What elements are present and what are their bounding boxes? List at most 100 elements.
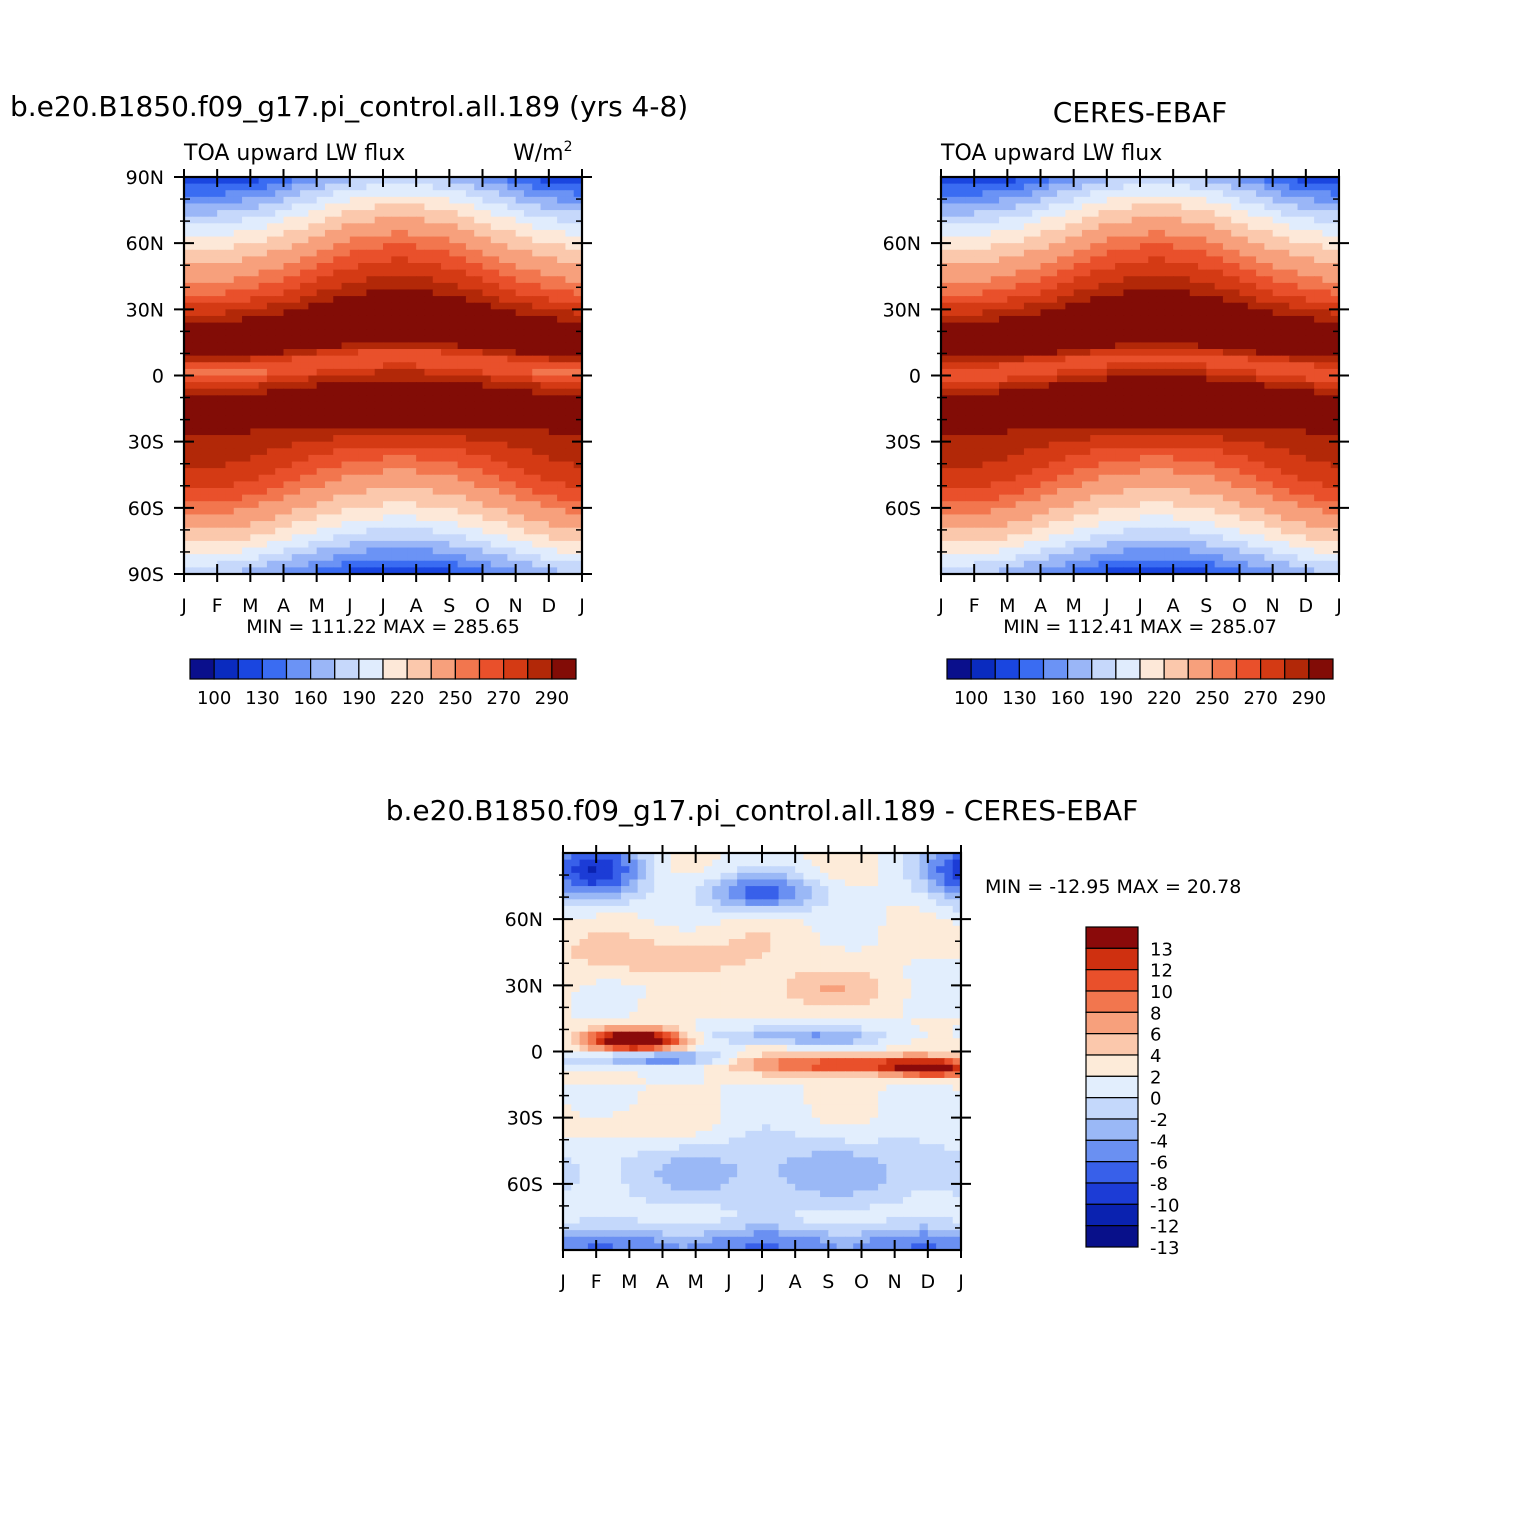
heatmap-cell [449,527,459,535]
heatmap-cell [441,494,450,502]
heatmap-cell [573,454,583,463]
heatmap-cell [1322,203,1332,211]
heatmap-cell [465,368,475,377]
heatmap-cell [316,342,326,350]
heatmap-cell [366,335,376,344]
heatmap-cell [532,296,542,304]
heatmap-cell [324,395,334,403]
heatmap-cell [1305,322,1315,330]
heatmap-cell [341,428,351,436]
heatmap-cell [515,454,525,463]
heatmap-cell [990,382,1000,390]
heatmap-cell [532,375,542,383]
heatmap-cell [540,468,550,476]
heatmap-cell [242,534,251,542]
heatmap-cell [1247,190,1257,198]
heatmap-cell [1198,216,1207,224]
heatmap-cell [457,540,467,549]
heatmap-cell [217,375,227,383]
heatmap-cell [416,256,426,264]
heatmap-cell [316,388,326,396]
heatmap-cell [349,309,359,317]
heatmap-cell [573,368,583,377]
heatmap-cell [1065,428,1075,436]
heatmap-cell [565,342,575,350]
heatmap-cell [1123,269,1133,277]
heatmap-cell [225,322,235,330]
heatmap-cell [999,263,1008,271]
heatmap-cell [1222,263,1232,271]
heatmap-cell [217,362,227,370]
heatmap-cell [424,441,434,449]
heatmap-cell [957,302,967,310]
heatmap-cell [1280,375,1290,383]
heatmap-cell [441,415,450,423]
heatmap-cell [1305,382,1315,390]
heatmap-cell [341,309,351,317]
heatmap-cell [1189,183,1199,191]
heatmap-cell [1065,223,1075,231]
heatmap-cell [1115,256,1125,264]
heatmap-cell [1131,335,1141,344]
heatmap-cell [291,368,301,377]
heatmap-cell [225,454,235,463]
heatmap-cell [407,269,417,277]
heatmap-cell [233,243,243,251]
heatmap-cell [233,342,243,350]
heatmap-cell [324,507,334,516]
heatmap-cell [200,302,210,310]
heatmap-cell [965,441,975,449]
heatmap-cell [1189,401,1199,410]
heatmap-cell [407,554,417,562]
heatmap-cell [341,269,351,277]
heatmap-cell [1330,421,1340,430]
heatmap-cell [532,329,542,337]
heatmap-cell [233,216,243,224]
heatmap-cell [1098,229,1108,238]
heatmap-cell [1297,269,1307,277]
heatmap-cell [474,461,484,469]
heatmap-cell [441,540,450,549]
heatmap-cell [1148,183,1158,191]
heatmap-cell [982,395,992,403]
heatmap-cell [208,342,218,350]
heatmap-cell [1090,236,1100,244]
heatmap-cell [1131,441,1141,449]
heatmap-cell [990,196,1000,205]
heatmap-cell [507,527,517,535]
heatmap-cell [499,421,508,430]
heatmap-cell [1247,441,1257,449]
heatmap-cell [1098,322,1108,330]
heatmap-cell [416,263,426,271]
heatmap-cell [258,514,268,522]
heatmap-cell [291,454,301,463]
heatmap-cell [1131,289,1141,297]
heatmap-cell [208,229,218,238]
heatmap-cell [217,474,227,482]
heatmap-cell [1247,362,1257,370]
heatmap-cell [565,415,575,423]
heatmap-cell [391,461,401,469]
heatmap-cell [974,263,984,271]
heatmap-cell [1247,183,1257,191]
heatmap-cell [1131,375,1141,383]
heatmap-cell [391,368,401,377]
heatmap-cell [532,428,542,436]
heatmap-cell [283,428,293,436]
heatmap-cell [515,263,525,271]
heatmap-cell [957,342,967,350]
heatmap-cell [1198,229,1207,238]
heatmap-cell [258,507,268,516]
heatmap-cell [341,355,351,363]
heatmap-cell [1057,196,1066,205]
heatmap-cell [349,183,359,191]
heatmap-cell [441,428,450,436]
heatmap-cell [424,236,434,244]
heatmap-cell [391,296,401,304]
heatmap-cell [1040,183,1050,191]
heatmap-cell [266,203,276,211]
heatmap-cell [283,487,293,496]
heatmap-cell [1073,401,1083,410]
heatmap-cell [982,349,992,357]
heatmap-cell [949,196,959,205]
